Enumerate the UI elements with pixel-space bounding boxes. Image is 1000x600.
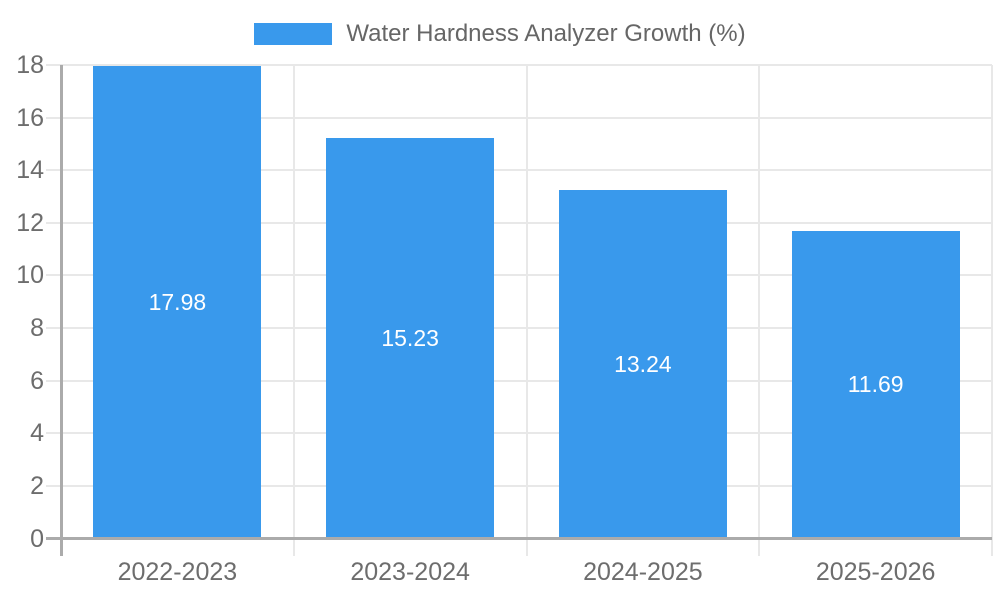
y-tick-label: 0 (30, 524, 44, 553)
y-gridline (46, 116, 992, 119)
y-tick-label: 2 (30, 471, 44, 500)
y-tick-label: 4 (30, 419, 44, 448)
legend[interactable]: Water Hardness Analyzer Growth (%) (0, 20, 1000, 48)
y-gridline (46, 432, 992, 435)
legend-label: Water Hardness Analyzer Growth (%) (346, 20, 746, 47)
x-axis-line (46, 537, 992, 540)
x-tick-label: 2024-2025 (583, 558, 703, 586)
bar-value-label: 17.98 (148, 288, 207, 315)
legend-swatch[interactable] (254, 23, 333, 45)
y-gridline (46, 484, 992, 487)
y-gridline (46, 274, 992, 277)
category-gridline (525, 65, 528, 556)
x-tick-label: 2025-2026 (815, 558, 936, 586)
bar-value-label: 11.69 (847, 371, 904, 398)
y-tick-label: 16 (16, 103, 44, 132)
bar-2023-2024[interactable]: 15.23 (326, 137, 495, 539)
x-tick-label: 2022-2023 (117, 558, 238, 586)
y-tick-label: 10 (16, 261, 44, 290)
y-tick-label: 8 (30, 314, 44, 343)
y-tick-label: 14 (16, 156, 44, 185)
y-gridline (46, 379, 992, 382)
bar-value-label: 15.23 (381, 324, 439, 351)
y-gridline (46, 169, 992, 172)
bar-value-label: 13.24 (614, 350, 672, 377)
category-gridline (292, 65, 295, 556)
y-gridline (46, 221, 992, 224)
y-gridline (46, 64, 992, 66)
y-tick-label: 18 (16, 51, 44, 79)
bar-2024-2025[interactable]: 13.24 (558, 190, 727, 539)
y-axis-line (59, 65, 63, 556)
y-tick-label: 6 (30, 366, 44, 395)
y-tick-label: 12 (16, 208, 44, 237)
category-gridline (758, 65, 761, 556)
y-gridline (46, 327, 992, 330)
x-tick-label: 2023-2024 (350, 558, 470, 586)
bar-2022-2023[interactable]: 17.98 (93, 65, 262, 539)
bar-2025-2026[interactable]: 11.69 (791, 230, 960, 539)
category-gridline (991, 65, 993, 556)
